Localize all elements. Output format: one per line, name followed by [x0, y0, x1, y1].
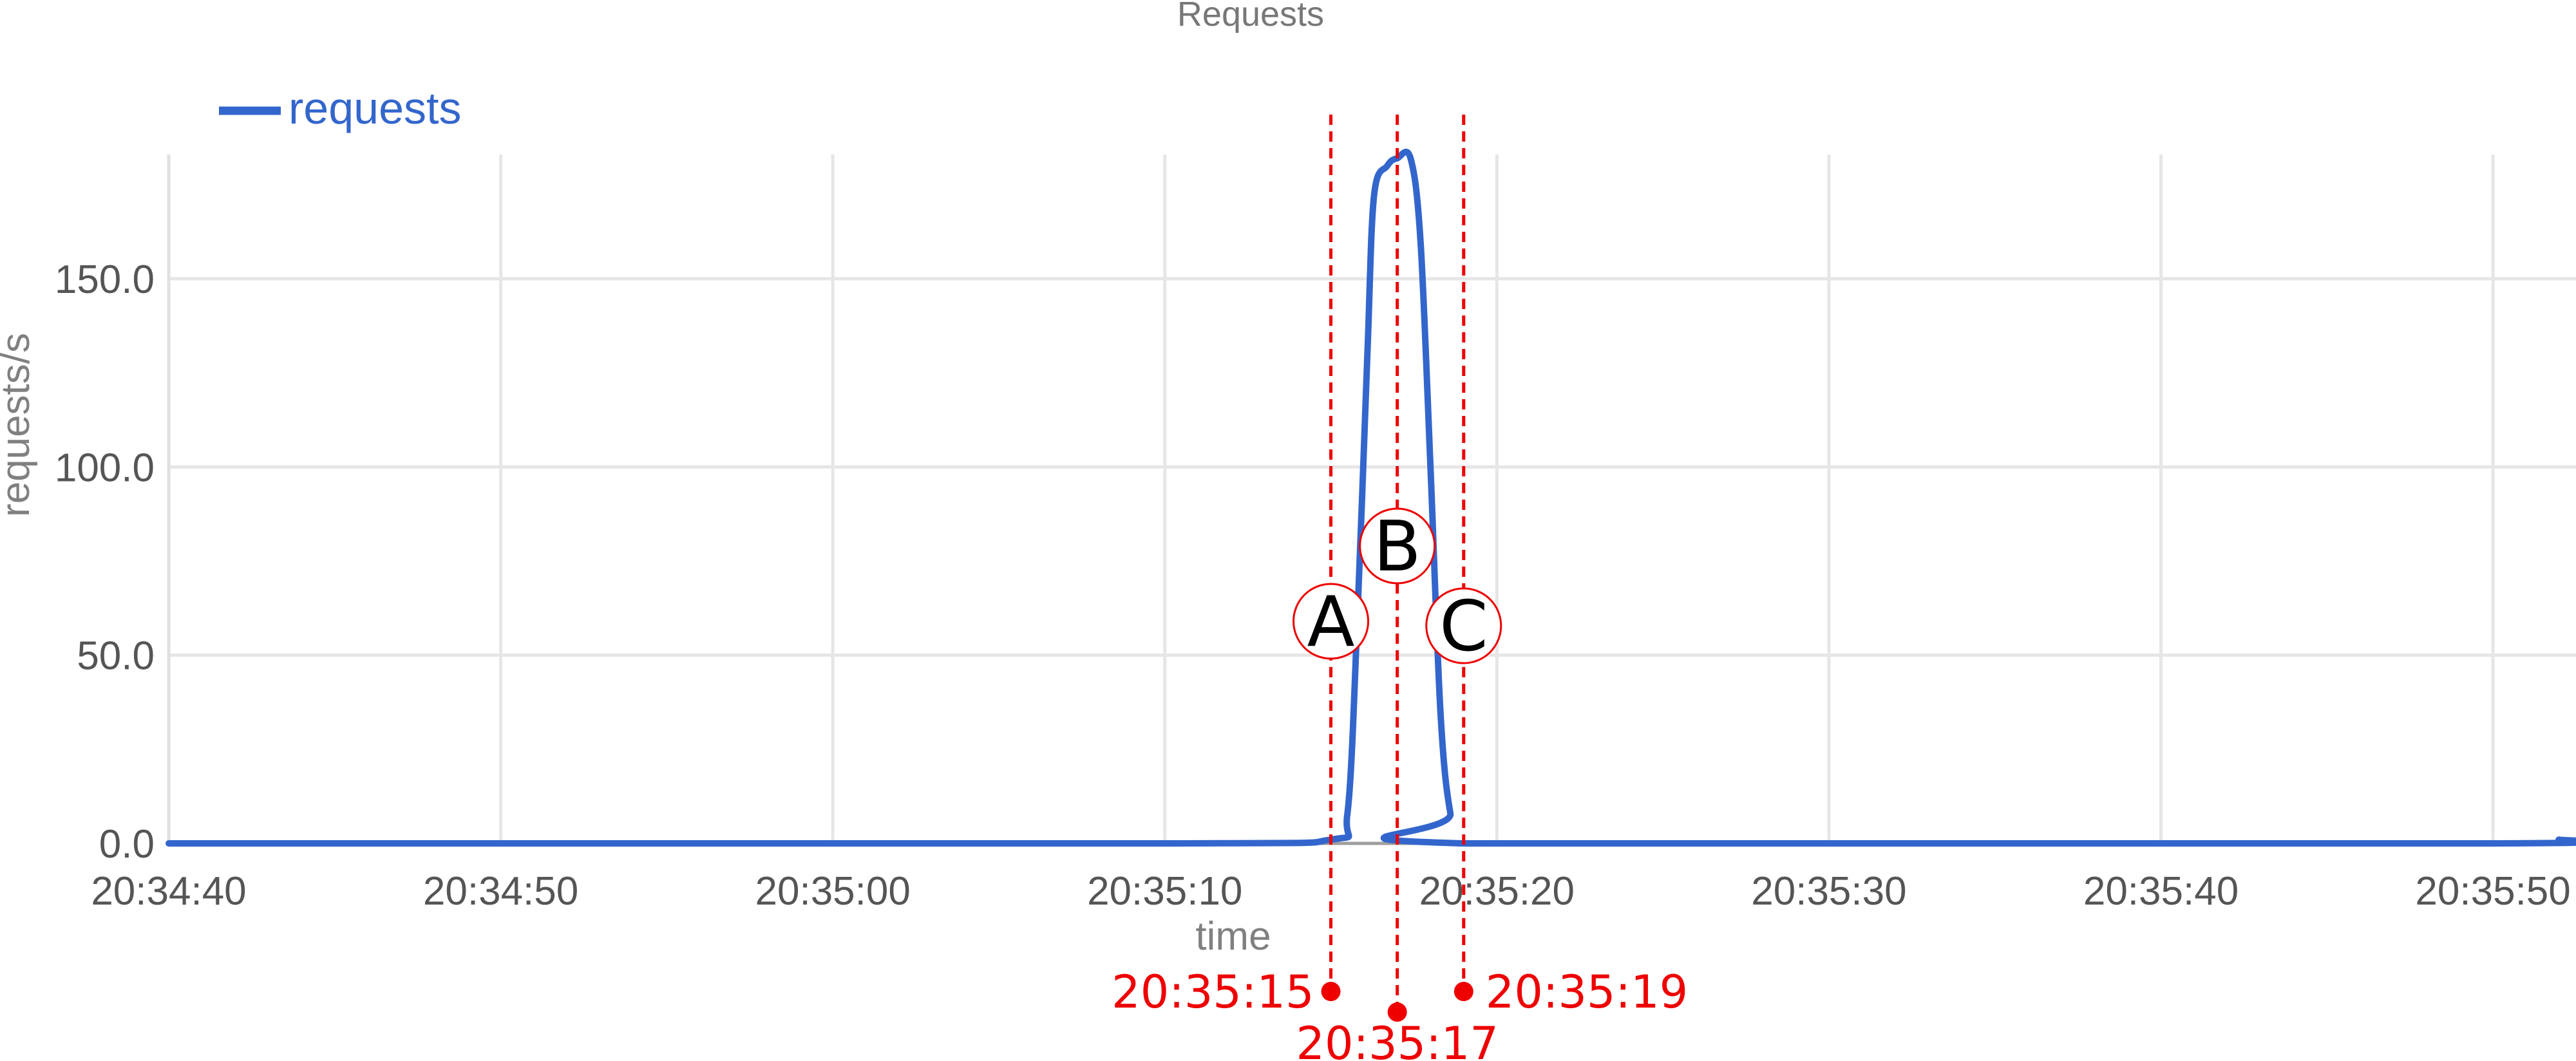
- annotation-time-label: 20:35:19: [1486, 966, 1688, 1019]
- x-tick-label: 20:35:10: [1087, 869, 1242, 914]
- annotation-circle: [1425, 587, 1502, 664]
- x-axis-label: time: [1195, 914, 1271, 959]
- annotation-c: C 20:35:19: [1425, 115, 1688, 1019]
- chart-title: Requests: [1177, 0, 1324, 33]
- x-tick-label: 20:35:30: [1751, 869, 1906, 914]
- annotation-time-label: 20:35:17: [1296, 1017, 1498, 1061]
- y-axis-label: requests/s: [0, 333, 38, 517]
- x-tick-label: 20:35:00: [755, 869, 911, 914]
- annotation-marker-label: B: [1374, 507, 1421, 587]
- annotations: A 20:35:15 B 20:35:17 C 20:35:19: [1112, 115, 1688, 1061]
- annotation-circle: [1293, 583, 1370, 660]
- x-tick-label: 20:34:50: [423, 869, 578, 914]
- x-tick-label: 20:35:20: [1419, 869, 1575, 914]
- x-axis-ticks: 20:34:40 20:34:50 20:35:00 20:35:10 20:35:20…: [91, 869, 2570, 914]
- x-tick-label: 20:34:40: [91, 869, 246, 914]
- annotation-marker-label: C: [1439, 587, 1488, 667]
- annotation-dot: [1454, 982, 1473, 1001]
- annotation-time-label: 20:35:15: [1112, 966, 1314, 1019]
- y-tick-label: 0.0: [99, 822, 155, 867]
- annotation-marker-label: A: [1307, 582, 1355, 662]
- x-tick-label: 20:35:40: [2083, 869, 2239, 914]
- annotation-dot: [1321, 982, 1341, 1001]
- y-tick-label: 50.0: [77, 634, 155, 679]
- annotation-a: A 20:35:15: [1112, 115, 1370, 1019]
- legend-label-requests: requests: [289, 83, 461, 133]
- legend: requests: [219, 83, 461, 133]
- x-tick-label: 20:35:50: [2415, 869, 2570, 914]
- annotation-dot: [1387, 1002, 1407, 1022]
- y-axis-ticks: 0.0 50.0 100.0 150.0: [55, 258, 155, 867]
- y-tick-label: 100.0: [55, 446, 155, 490]
- y-tick-label: 150.0: [55, 258, 155, 302]
- annotation-circle: [1359, 507, 1436, 585]
- series-line-requests: [166, 149, 2576, 847]
- annotation-b: B 20:35:17: [1296, 115, 1499, 1061]
